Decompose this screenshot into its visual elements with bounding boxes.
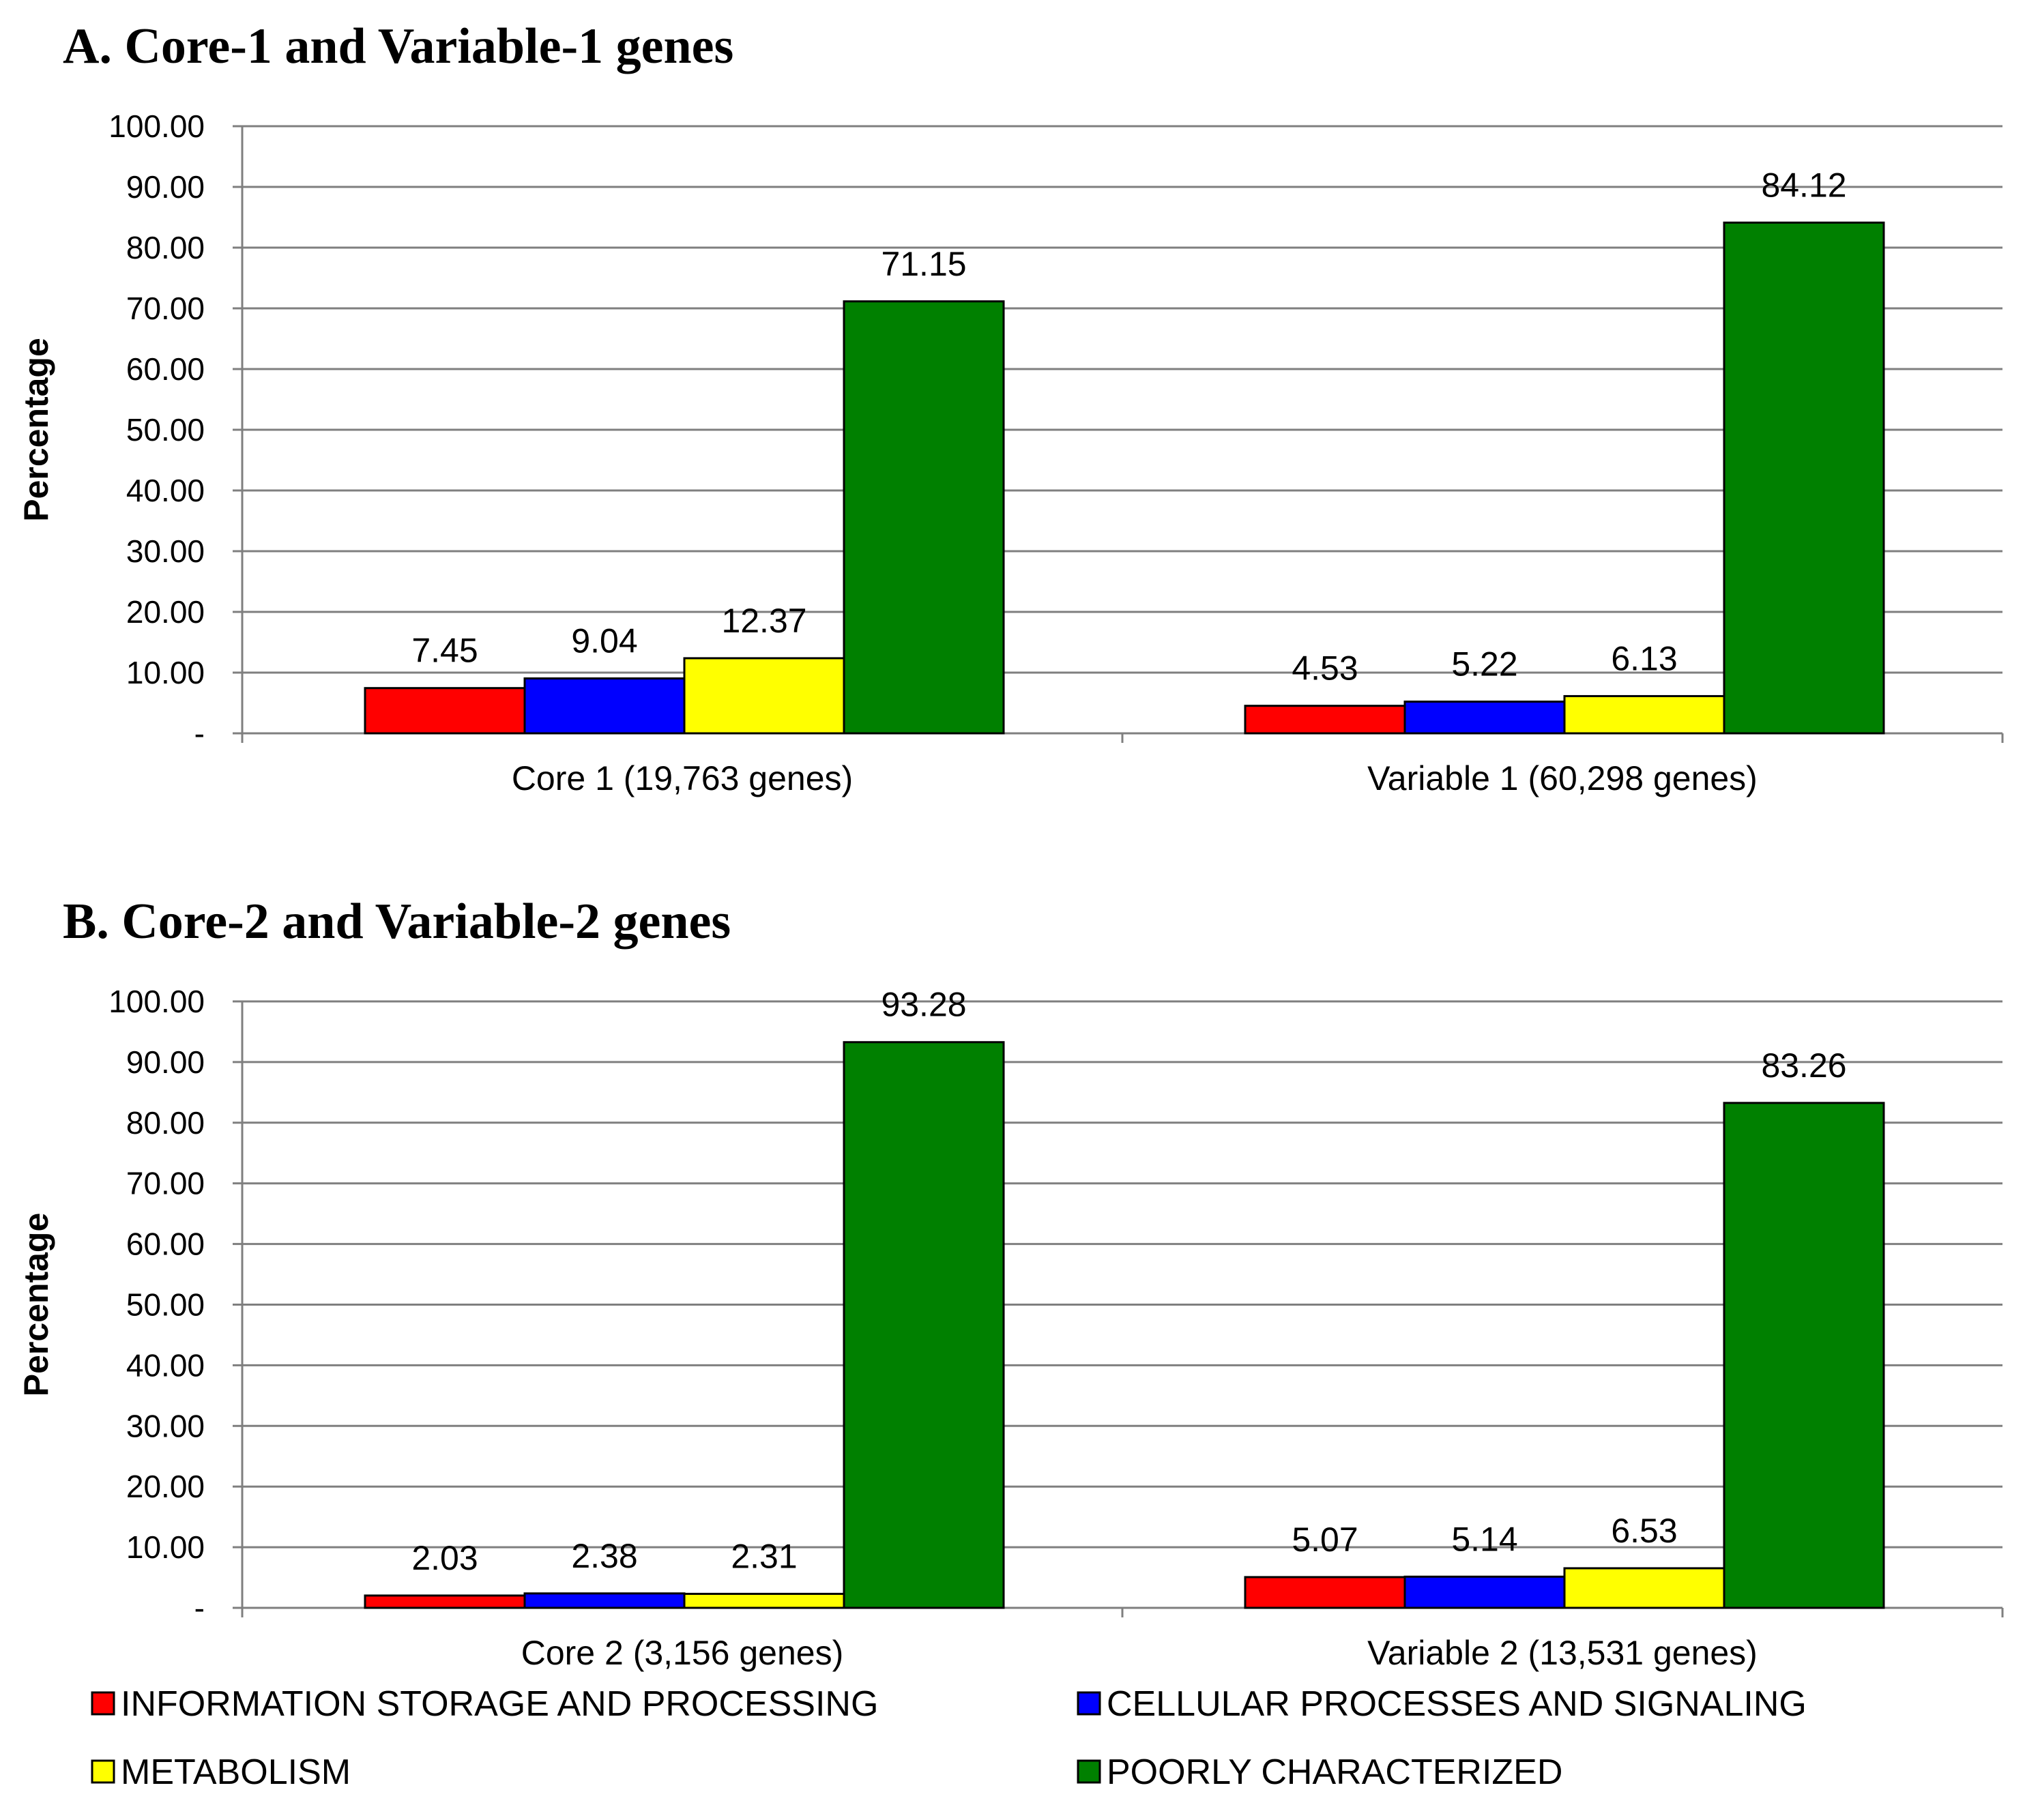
bar (683, 1592, 845, 1609)
bar (523, 677, 686, 735)
y-tick-label: - (194, 1590, 205, 1626)
bar (364, 1594, 526, 1609)
y-tick-label: 30.00 (126, 533, 205, 569)
category-label: Core 2 (3,156 genes) (521, 1634, 844, 1672)
data-label: 83.26 (1761, 1046, 1846, 1085)
bar (1723, 1102, 1885, 1609)
y-tick-label: 10.00 (126, 655, 205, 690)
panel-b: B. Core-2 and Variable-2 genes - 10.00 20.0… (17, 894, 2004, 1672)
data-label: 7.45 (411, 632, 478, 670)
bar (1244, 705, 1406, 735)
chart-title-b: B. Core-2 and Variable-2 genes (63, 894, 731, 950)
bar (843, 1041, 1005, 1609)
bar (683, 657, 845, 735)
legend: INFORMATION STORAGE AND PROCESSING CELLUL… (91, 1684, 1807, 1792)
legend-label: CELLULAR PROCESSES AND SIGNALING (1107, 1684, 1807, 1724)
y-tick-label: 60.00 (126, 351, 205, 387)
y-tick-label: 50.00 (126, 1287, 205, 1323)
data-label: 12.37 (721, 602, 806, 640)
data-label: 6.13 (1611, 639, 1677, 677)
y-tick-label: 60.00 (126, 1227, 205, 1262)
category-label: Variable 1 (60,298 genes) (1367, 759, 1758, 797)
legend-label: INFORMATION STORAGE AND PROCESSING (121, 1684, 878, 1724)
legend-label: POORLY CHARACTERIZED (1107, 1752, 1562, 1792)
legend-swatch (1077, 1691, 1101, 1716)
data-label: 6.53 (1611, 1512, 1677, 1550)
legend-swatch (91, 1759, 115, 1784)
bar (1563, 1567, 1725, 1609)
y-tick-label: 80.00 (126, 230, 205, 265)
bar (843, 300, 1005, 735)
y-tick-label: 80.00 (126, 1105, 205, 1141)
y-tick-label: 30.00 (126, 1408, 205, 1443)
panel-a: A. Core-1 and Variable-1 genes - 10.00 20.0… (17, 18, 2004, 797)
bar (523, 1592, 686, 1609)
data-label: 2.38 (571, 1537, 637, 1575)
bar (1723, 221, 1885, 735)
y-tick-label: - (194, 716, 205, 751)
y-tick-label: 100.00 (108, 984, 205, 1019)
data-label: 5.07 (1292, 1521, 1358, 1559)
category-label: Variable 2 (13,531 genes) (1367, 1634, 1758, 1672)
y-tick-label: 100.00 (108, 108, 205, 144)
data-label: 5.22 (1451, 645, 1517, 684)
y-axis-label: Percentage (17, 338, 55, 522)
bar (1403, 1575, 1566, 1609)
data-label: 71.15 (881, 245, 966, 283)
data-label: 2.31 (731, 1537, 797, 1575)
bar (1563, 694, 1725, 735)
category-label: Core 1 (19,763 genes) (512, 759, 853, 797)
data-label: 93.28 (881, 986, 966, 1024)
data-label: 2.03 (411, 1539, 478, 1577)
legend-swatch (1077, 1759, 1101, 1784)
data-label: 84.12 (1761, 166, 1846, 204)
y-tick-label: 70.00 (126, 1166, 205, 1201)
y-tick-label: 50.00 (126, 412, 205, 447)
y-tick-label: 10.00 (126, 1529, 205, 1565)
bar (1244, 1576, 1406, 1609)
y-tick-label: 90.00 (126, 169, 205, 205)
legend-label: METABOLISM (121, 1752, 351, 1792)
y-tick-label: 70.00 (126, 291, 205, 326)
y-tick-label: 90.00 (126, 1044, 205, 1080)
y-axis-label: Percentage (17, 1213, 55, 1397)
bar (1403, 701, 1566, 735)
y-tick-label: 20.00 (126, 1469, 205, 1504)
y-tick-label: 20.00 (126, 594, 205, 630)
y-tick-label: 40.00 (126, 473, 205, 508)
data-label: 9.04 (571, 622, 637, 660)
chart-title-a: A. Core-1 and Variable-1 genes (63, 18, 733, 74)
data-label: 5.14 (1451, 1520, 1517, 1558)
y-tick-label: 40.00 (126, 1347, 205, 1383)
legend-swatch (91, 1691, 115, 1716)
bar (364, 687, 526, 735)
data-label: 4.53 (1292, 649, 1358, 688)
